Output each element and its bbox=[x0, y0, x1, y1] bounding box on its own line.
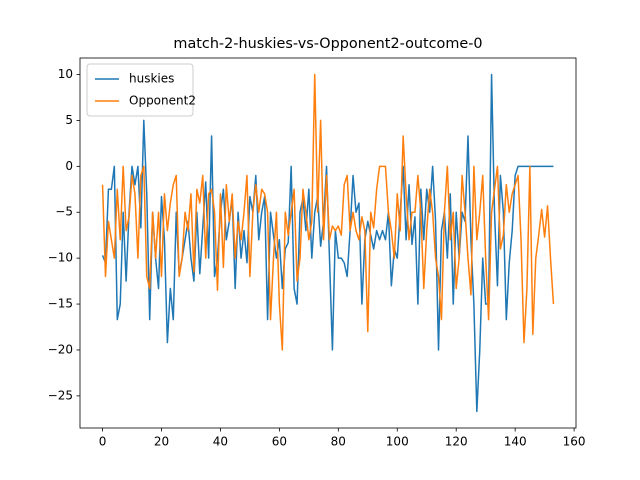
x-tick-label: 140 bbox=[504, 435, 527, 449]
x-tick-label: 120 bbox=[445, 435, 468, 449]
y-tick-label: −5 bbox=[55, 205, 73, 219]
legend-label: Opponent2 bbox=[129, 94, 196, 108]
y-tick-label: 5 bbox=[65, 113, 73, 127]
x-tick-label: 0 bbox=[99, 435, 107, 449]
y-tick-label: −25 bbox=[48, 388, 73, 402]
legend-label: huskies bbox=[129, 72, 174, 86]
legend-box bbox=[86, 63, 194, 117]
x-tick-label: 80 bbox=[331, 435, 346, 449]
y-tick-label: 10 bbox=[58, 67, 73, 81]
chart-title: match-2-huskies-vs-Opponent2-outcome-0 bbox=[173, 36, 482, 52]
axes-frame bbox=[79, 57, 577, 429]
y-tick-label: −10 bbox=[48, 251, 73, 265]
x-tick-label: 40 bbox=[213, 435, 228, 449]
y-tick-label: −20 bbox=[48, 342, 73, 356]
line bbox=[101, 73, 555, 351]
x-tick-label: 60 bbox=[272, 435, 287, 449]
x-tick-label: 160 bbox=[563, 435, 586, 449]
y-tick-label: −15 bbox=[48, 297, 73, 311]
x-tick-label: 20 bbox=[154, 435, 169, 449]
x-tick-label: 100 bbox=[386, 435, 409, 449]
y-tick-label: 0 bbox=[65, 159, 73, 173]
